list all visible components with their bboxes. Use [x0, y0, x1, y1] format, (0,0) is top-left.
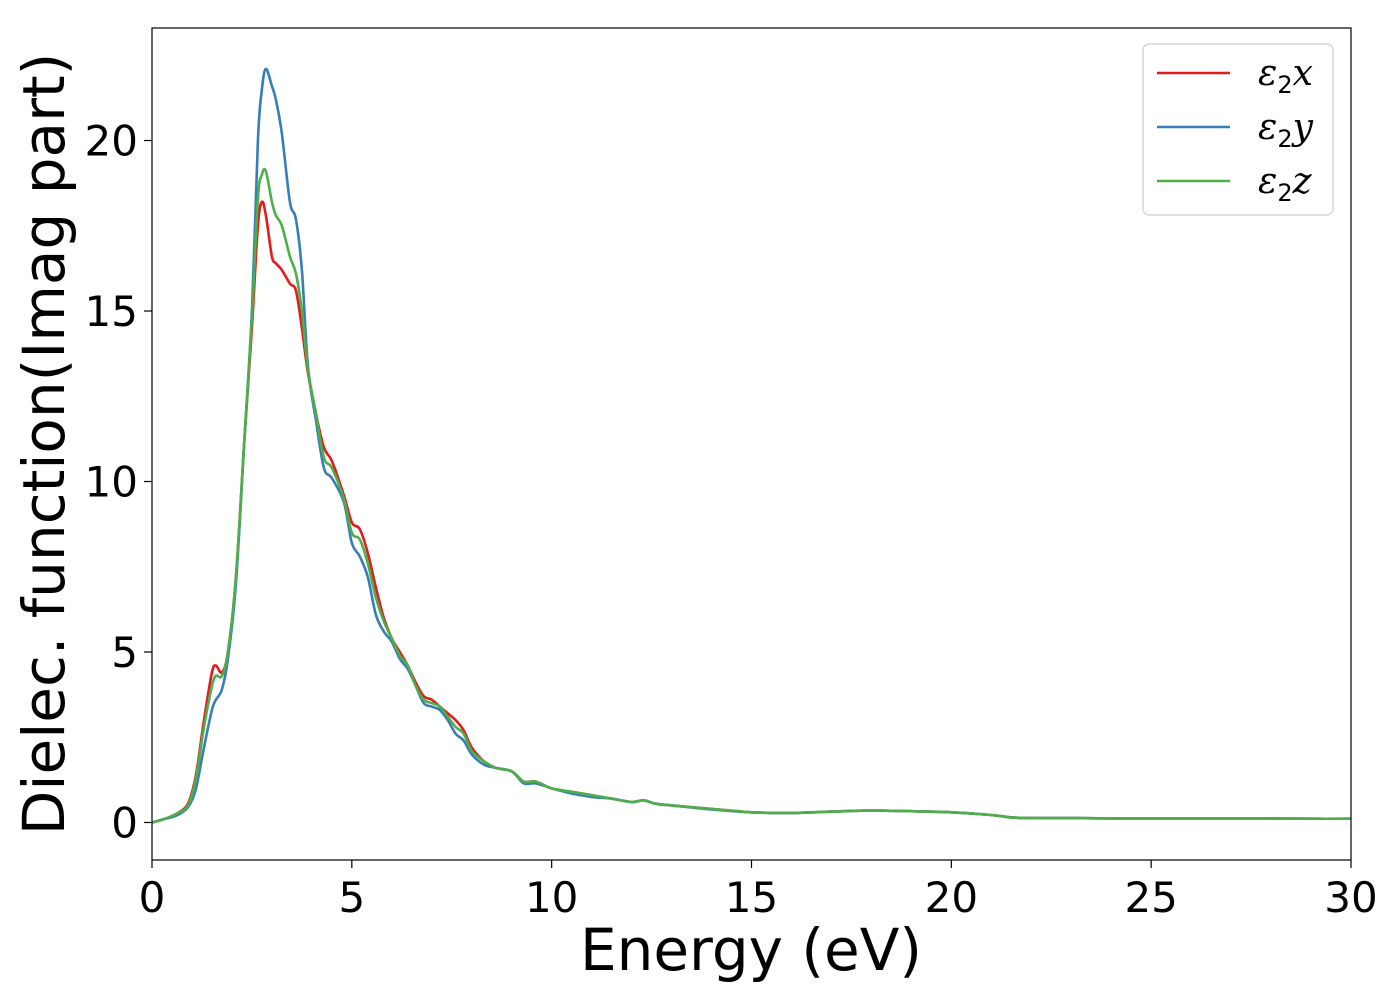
- x-tick-label: 20: [925, 873, 978, 922]
- y-axis-title: Dielec. function(Imag part): [10, 53, 78, 836]
- x-tick-label: 10: [525, 873, 578, 922]
- y-tick-label: 15: [85, 287, 138, 336]
- x-tick-label: 25: [1124, 873, 1177, 922]
- legend-box: [1142, 43, 1334, 216]
- legend: ε2x ε2y ε2z: [1142, 43, 1334, 216]
- x-axis-title: Energy (eV): [580, 916, 922, 984]
- legend-label-y: ε2y: [1258, 107, 1314, 153]
- x-tick-label: 30: [1324, 873, 1377, 922]
- y-tick-label: 20: [85, 117, 138, 166]
- y-tick-label: 5: [111, 628, 138, 677]
- x-tick-label: 15: [725, 873, 778, 922]
- legend-label-x: ε2x: [1258, 53, 1313, 99]
- y-tick-label: 0: [111, 798, 138, 847]
- plot-lines: [151, 67, 1352, 824]
- legend-label-z: ε2z: [1258, 161, 1313, 207]
- x-tick-label: 5: [338, 873, 365, 922]
- series-line-z: [151, 167, 1352, 824]
- x-axis-ticks: 0 5 10 15 20 25 30: [139, 860, 1378, 922]
- y-tick-label: 10: [85, 458, 138, 507]
- x-tick-label: 0: [139, 873, 166, 922]
- y-axis-ticks: 0 5 10 15 20: [85, 117, 152, 847]
